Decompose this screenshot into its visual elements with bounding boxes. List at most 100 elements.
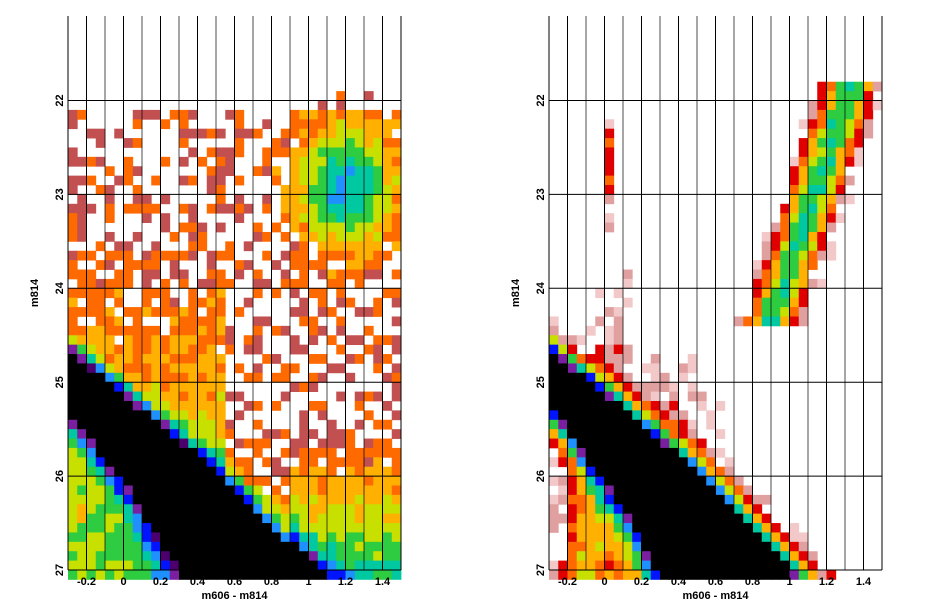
heatmap-cell — [86, 269, 97, 280]
heatmap-cell — [576, 551, 587, 562]
heatmap-cell — [364, 410, 374, 421]
heatmap-cell — [669, 419, 679, 430]
heatmap-cell — [160, 344, 171, 355]
heatmap-cell — [253, 532, 263, 543]
heatmap-cell — [290, 156, 300, 167]
heatmap-cell — [68, 400, 78, 411]
heatmap-cell — [604, 419, 615, 430]
heatmap-cell — [586, 391, 596, 402]
heatmap-cell — [576, 476, 587, 486]
heatmap-cell — [817, 100, 827, 111]
heatmap-cell — [761, 288, 772, 299]
heatmap-cell — [697, 504, 707, 515]
heatmap-cell — [243, 344, 254, 355]
heatmap-cell — [114, 438, 124, 449]
heatmap-cell — [299, 175, 309, 186]
heatmap-cell — [752, 288, 763, 299]
heatmap-cell — [345, 203, 356, 214]
heatmap-cell — [669, 485, 679, 496]
heatmap-cell — [308, 429, 319, 439]
heatmap-cell — [678, 372, 689, 383]
heatmap-cell — [604, 185, 615, 195]
heatmap-cell — [354, 147, 365, 158]
heatmap-cell — [771, 570, 781, 580]
heatmap-cell — [623, 570, 633, 580]
heatmap-cell — [188, 560, 198, 571]
heatmap-cell — [142, 109, 152, 120]
x-tick-label: -0.2 — [77, 576, 96, 588]
heatmap-cell — [234, 485, 245, 496]
heatmap-cell — [308, 203, 319, 214]
heatmap-cell — [77, 523, 87, 533]
heatmap-cell — [151, 260, 161, 270]
heatmap-cell — [354, 231, 365, 242]
heatmap-cell — [299, 109, 309, 120]
heatmap-cell — [576, 485, 587, 496]
heatmap-cell — [197, 523, 208, 533]
heatmap-cell — [225, 476, 235, 486]
heatmap-cell — [669, 504, 679, 515]
heatmap-cell — [68, 203, 78, 214]
heatmap-cell — [567, 476, 578, 486]
heatmap-cell — [558, 410, 568, 421]
heatmap-cell — [160, 541, 171, 552]
heatmap-cell — [687, 466, 698, 477]
heatmap-cell — [336, 91, 346, 101]
heatmap-cell — [632, 551, 642, 562]
heatmap-cell — [373, 119, 383, 130]
heatmap-cell — [225, 494, 235, 505]
heatmap-cell — [336, 109, 346, 120]
heatmap-cell — [77, 494, 87, 505]
heatmap-cell — [299, 344, 309, 355]
grid-lines-right — [548, 16, 883, 571]
x-tick-label: 0.6 — [227, 576, 242, 588]
heatmap-cell — [77, 447, 87, 458]
heatmap-cell — [105, 363, 115, 374]
heatmap-cell — [114, 175, 124, 186]
heatmap-cell — [595, 476, 605, 486]
heatmap-cell — [142, 504, 152, 515]
heatmap-cell — [216, 250, 226, 261]
heatmap-cell — [299, 410, 309, 421]
heatmap-cell — [299, 485, 309, 496]
heatmap-cell — [743, 560, 753, 571]
heatmap-cell — [613, 523, 624, 533]
heatmap-cell — [391, 194, 402, 205]
heatmap-cell — [290, 466, 300, 477]
heatmap-cell — [317, 175, 328, 186]
heatmap-cell — [169, 570, 180, 580]
heatmap-cell — [373, 138, 383, 148]
heatmap-cell — [817, 119, 827, 130]
heatmap-cell — [290, 382, 300, 392]
heatmap-cell — [382, 119, 393, 130]
heatmap-cell — [660, 494, 670, 505]
heatmap-cell — [271, 175, 282, 186]
heatmap-cell — [872, 100, 883, 111]
heatmap-cell — [336, 203, 346, 214]
heatmap-cell — [77, 344, 87, 355]
heatmap-cell — [576, 541, 587, 552]
heatmap-cell — [169, 513, 180, 524]
heatmap-cell — [280, 250, 291, 261]
heatmap-cell — [623, 278, 633, 289]
heatmap-cell — [262, 147, 272, 158]
heatmap-cell — [225, 513, 235, 524]
heatmap-cell — [225, 429, 235, 439]
heatmap-cell — [308, 109, 319, 120]
heatmap-cell — [243, 260, 254, 270]
heatmap-cell — [179, 119, 189, 130]
heatmap-cell — [604, 325, 615, 336]
heatmap-cell — [123, 372, 134, 383]
heatmap-cell — [86, 438, 97, 449]
heatmap-cell — [558, 485, 568, 496]
heatmap-cell — [77, 175, 87, 186]
heatmap-cell — [327, 560, 337, 571]
x-tick-label: 0 — [601, 576, 607, 588]
heatmap-cell — [576, 438, 587, 449]
heatmap-cell — [558, 570, 568, 580]
heatmap-cell — [558, 476, 568, 486]
heatmap-cell — [179, 175, 189, 186]
heatmap-cell — [68, 382, 78, 392]
heatmap-cell — [576, 354, 587, 364]
heatmap-cell — [595, 513, 605, 524]
